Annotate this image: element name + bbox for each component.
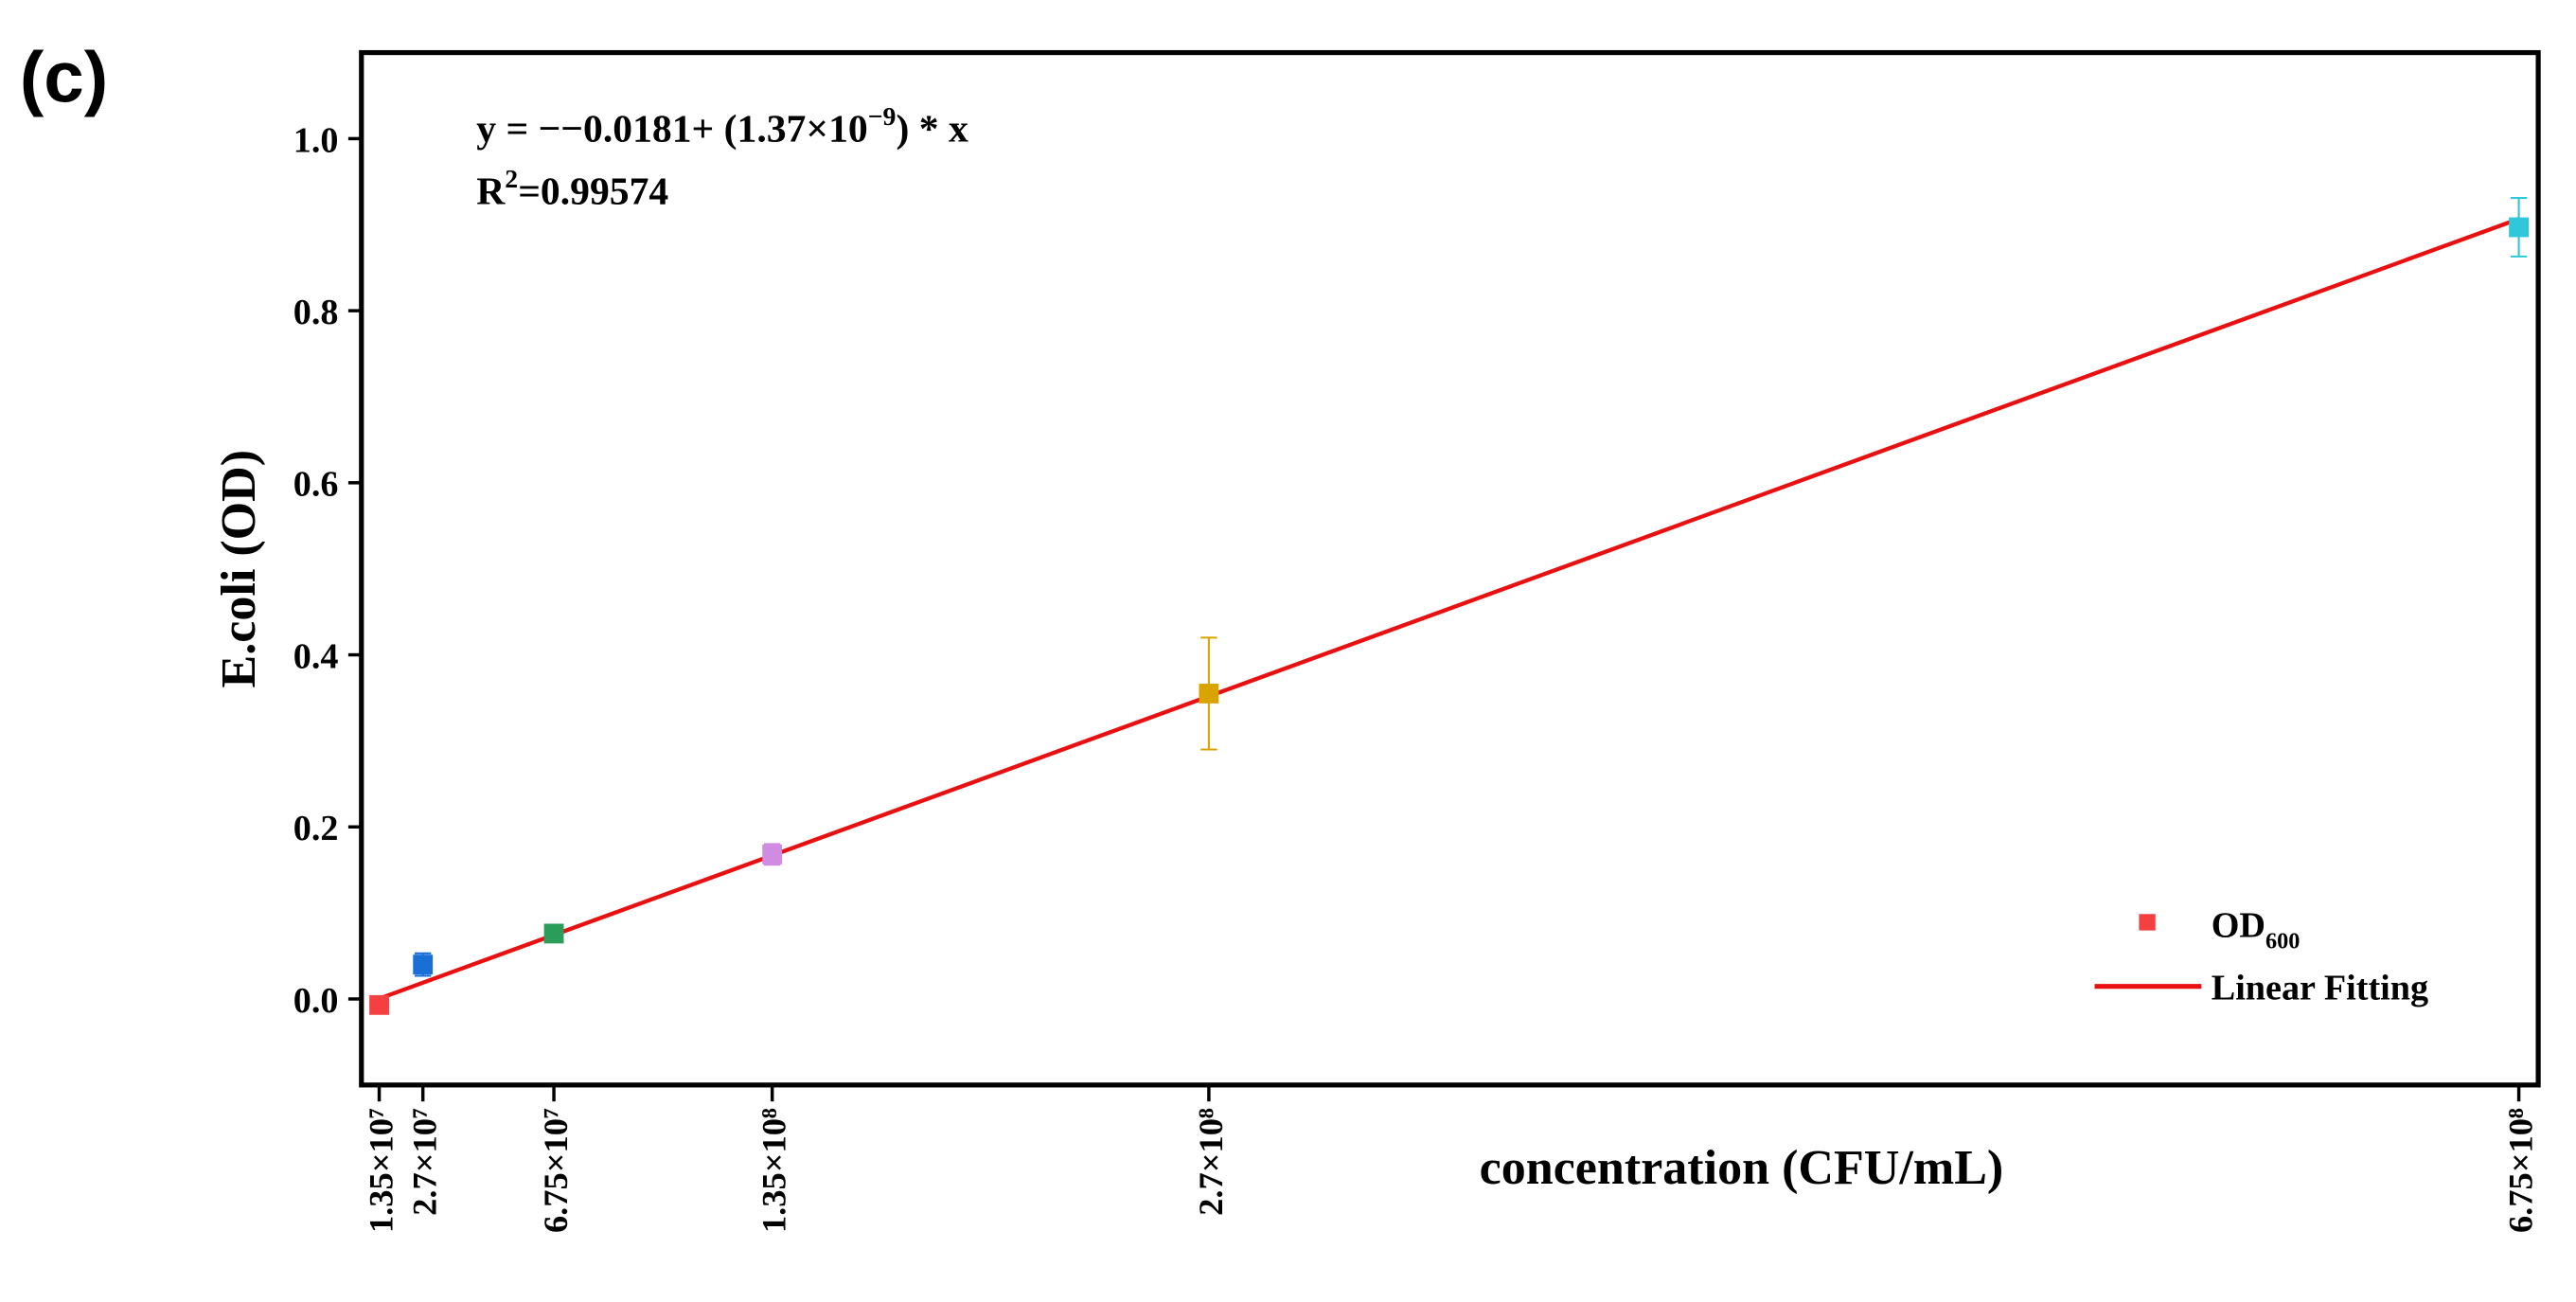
legend-label: OD600 [2212,906,2301,954]
y-axis-label: E.coli (OD) [212,450,266,688]
x-tick-label: 2.7×10⁸ [1192,1108,1230,1216]
point [413,954,434,975]
point [543,923,564,944]
y-tick-label: 0.2 [293,809,339,848]
point [369,994,389,1015]
fit-line [378,217,2520,1001]
point [762,844,783,865]
plot-frame [359,49,2541,1088]
x-axis-label: concentration (CFU/mL) [1480,1141,2004,1195]
y-tick-label: 0.8 [293,293,339,332]
legend-label: Linear Fitting [2212,969,2428,1008]
legend-marker [2139,914,2156,931]
x-tick-label: 6.75×10⁸ [2501,1108,2539,1233]
y-tick-label: 0.0 [293,981,339,1021]
x-tick-label: 1.35×10⁸ [755,1108,793,1233]
y-tick-label: 1.0 [293,120,339,160]
x-tick-label: 1.35×10⁷ [362,1108,400,1233]
equation: y = −−0.0181+ (1.37×10−9) * x [476,102,968,151]
y-tick-label: 0.4 [293,636,339,676]
r-squared: R2=0.99574 [476,165,668,213]
x-tick-label: 2.7×10⁷ [406,1108,444,1216]
y-tick-label: 0.6 [293,465,339,505]
point [1199,684,1219,704]
panel-label: (c) [20,38,108,118]
x-tick-label: 6.75×10⁷ [537,1108,575,1233]
point [2509,217,2530,238]
